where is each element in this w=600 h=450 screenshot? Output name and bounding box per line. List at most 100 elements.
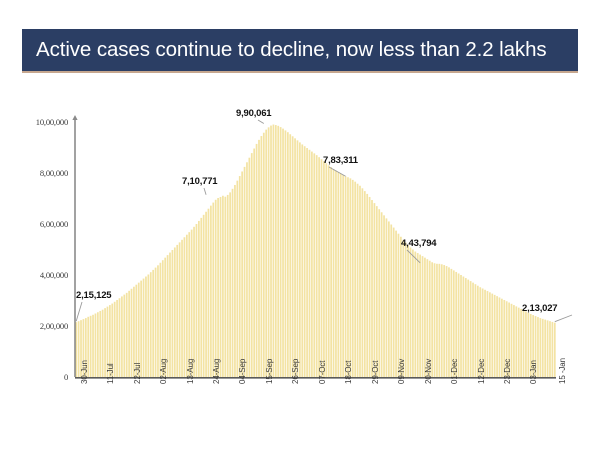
- bar: [296, 140, 299, 377]
- bar: [508, 302, 510, 377]
- x-axis-tick-label: 18-Oct: [344, 360, 354, 384]
- bar: [501, 298, 503, 377]
- bar: [445, 266, 448, 377]
- bar: [527, 312, 530, 377]
- bar: [484, 289, 486, 377]
- bar: [330, 167, 332, 377]
- bar: [92, 314, 94, 377]
- bar: [250, 153, 253, 377]
- bar: [549, 321, 551, 377]
- bar: [161, 260, 164, 377]
- bar: [270, 125, 272, 377]
- bar: [202, 214, 205, 377]
- y-axis-tick-label: 4,00,000: [39, 270, 68, 280]
- x-axis-tick-label: 12-Dec: [476, 358, 486, 384]
- x-axis-tick-label: 13-Aug: [185, 358, 195, 384]
- bar: [371, 200, 373, 377]
- bar: [395, 230, 397, 377]
- bar: [491, 293, 494, 377]
- bar: [104, 308, 106, 377]
- bar: [75, 322, 78, 377]
- bar: [349, 178, 352, 377]
- bar: [279, 127, 282, 377]
- bar: [133, 286, 135, 377]
- bar: [414, 251, 417, 377]
- bar: [390, 224, 393, 377]
- bar: [517, 307, 520, 377]
- bar: [474, 284, 477, 377]
- bar: [226, 194, 229, 377]
- active-cases-bar-chart: 0 2,00,000 4,00,000 6,00,000 8,00,000 10,00,0…: [0, 85, 600, 450]
- bar: [82, 319, 85, 377]
- bar: [541, 318, 544, 377]
- bar: [356, 183, 359, 377]
- bar: [195, 224, 198, 377]
- bar: [416, 253, 419, 377]
- bar: [140, 280, 142, 377]
- bar: [385, 218, 388, 377]
- bar: [169, 252, 171, 377]
- bar: [378, 209, 381, 377]
- bar: [149, 272, 152, 377]
- bar: [373, 203, 376, 377]
- bar: [503, 299, 506, 377]
- bar: [325, 163, 328, 377]
- annotation-leader-line: [328, 166, 346, 177]
- bar: [513, 305, 515, 377]
- bar: [479, 287, 482, 377]
- bar: [375, 206, 378, 377]
- bar: [433, 263, 436, 377]
- bar: [361, 188, 364, 377]
- bar: [147, 274, 150, 377]
- bar: [464, 278, 467, 377]
- y-axis-tick-label: 2,00,000: [39, 321, 68, 331]
- bar: [200, 217, 203, 377]
- bar: [344, 176, 347, 377]
- bar: [354, 181, 357, 377]
- bar: [438, 263, 441, 377]
- bar: [258, 139, 260, 377]
- bar: [260, 136, 263, 377]
- bar: [272, 124, 275, 377]
- bar: [243, 166, 246, 377]
- bar-series: [75, 124, 556, 378]
- x-axis-tick-label: 15-Sep: [264, 358, 274, 384]
- bar: [123, 294, 126, 377]
- bar: [157, 265, 159, 377]
- bar: [255, 143, 258, 377]
- bar: [313, 153, 316, 377]
- x-axis-tick-label: 29-Oct: [370, 360, 380, 384]
- bar: [253, 148, 256, 377]
- x-axis-tick-label: 03-Jan: [529, 360, 539, 384]
- bar: [246, 162, 248, 377]
- bar: [537, 317, 539, 377]
- bar: [229, 192, 231, 377]
- bar: [210, 205, 212, 377]
- bar: [476, 285, 479, 377]
- x-axis-tick-label: 30-Jun: [79, 360, 89, 384]
- bar: [467, 279, 470, 377]
- bar: [181, 239, 183, 377]
- bar: [424, 257, 426, 377]
- bar: [231, 188, 234, 377]
- bar: [402, 239, 405, 377]
- bar: [145, 276, 147, 377]
- bar: [94, 313, 97, 377]
- y-axis-tick-label: 10,00,000: [35, 117, 68, 127]
- bar: [214, 199, 217, 377]
- annotation-leader-line: [257, 119, 265, 124]
- bar: [99, 310, 102, 377]
- bar: [185, 234, 188, 377]
- bar: [351, 179, 354, 377]
- bar: [207, 208, 210, 377]
- bar: [532, 315, 535, 377]
- bar: [320, 159, 323, 377]
- bar: [166, 255, 169, 377]
- bar: [80, 320, 82, 377]
- bar: [111, 303, 114, 377]
- bar: [457, 273, 460, 377]
- bar: [303, 146, 306, 377]
- bar: [154, 267, 157, 377]
- bar: [142, 278, 145, 377]
- bar: [274, 125, 277, 377]
